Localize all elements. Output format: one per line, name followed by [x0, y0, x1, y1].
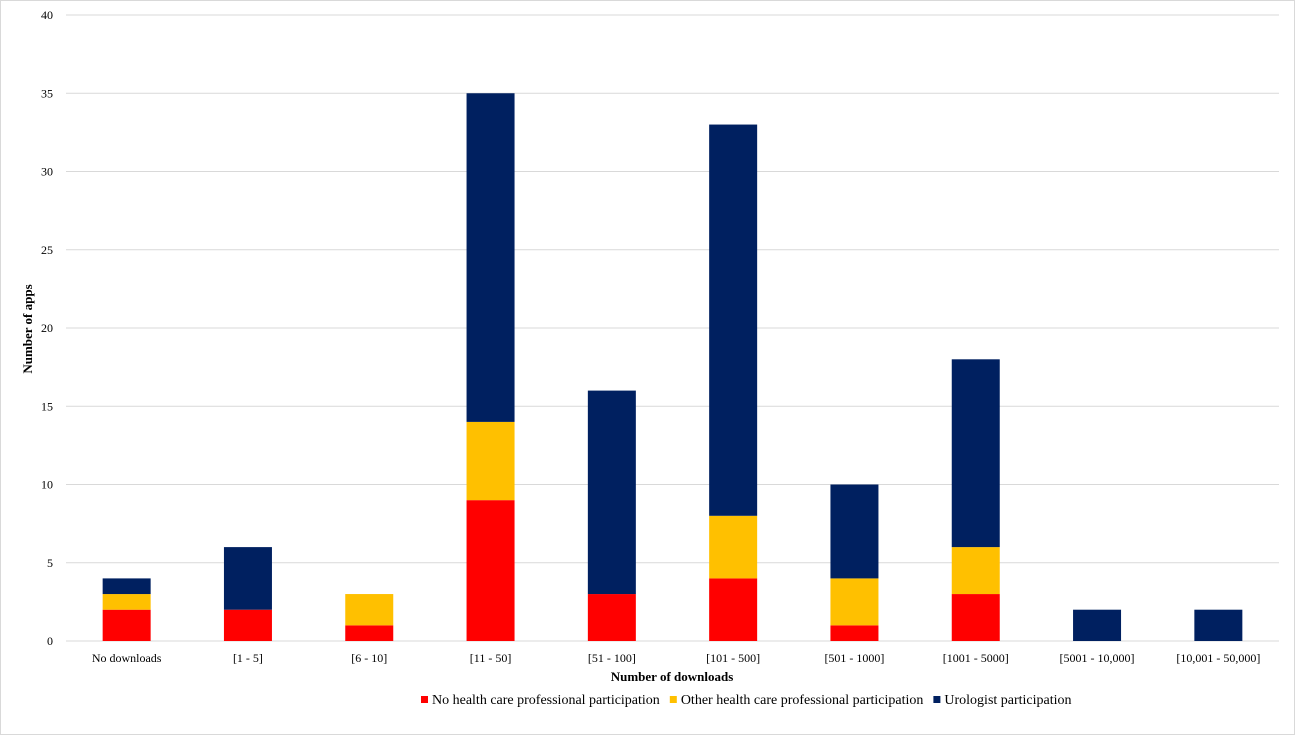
bar-segment [102, 609, 151, 641]
y-tick-label: 10 [41, 478, 53, 492]
bar-segment [223, 609, 272, 641]
x-tick-label: [51 - 100] [588, 651, 636, 665]
bar-segment [951, 359, 1000, 548]
x-tick-label: [101 - 500] [706, 651, 760, 665]
bar-segment [223, 547, 272, 610]
legend: No health care professional participatio… [421, 693, 1072, 708]
bar-segment [466, 500, 515, 641]
x-tick-label: [501 - 1000] [824, 651, 884, 665]
bar-segment [709, 124, 758, 516]
y-tick-label: 25 [41, 243, 53, 257]
bar-segment [830, 578, 879, 626]
y-tick-label: 35 [41, 86, 53, 100]
legend-label: No health care professional participatio… [432, 693, 660, 708]
y-tick-label: 15 [41, 399, 53, 413]
x-tick-label: [11 - 50] [470, 651, 512, 665]
bar-segment [345, 625, 394, 641]
bar-segment [830, 625, 879, 641]
bar-segment [951, 547, 1000, 595]
x-tick-label: [6 - 10] [351, 651, 387, 665]
legend-swatch [669, 696, 677, 703]
y-tick-label: 40 [41, 8, 53, 22]
x-axis-ticks: No downloads [1 - 5] [6 - 10] [11 - 50] [51 … [92, 651, 1261, 665]
x-tick-label: No downloads [92, 651, 162, 665]
y-axis-title: Number of apps [20, 284, 35, 373]
y-tick-label: 30 [41, 165, 53, 179]
x-tick-label: [1 - 5] [233, 651, 263, 665]
legend-label: Urologist participation [944, 693, 1071, 708]
y-axis-ticks: 0 5 10 15 20 25 30 35 40 [41, 8, 53, 648]
x-axis-title: Number of downloads [611, 669, 734, 684]
bar-segment [345, 594, 394, 626]
bar-segment [466, 93, 515, 422]
legend-label: Other health care professional participa… [681, 693, 924, 708]
bar-segment [830, 484, 879, 579]
bar-segment [102, 594, 151, 610]
bar-segment [1194, 609, 1243, 641]
legend-swatch [933, 696, 941, 703]
bar-segment [951, 594, 1000, 641]
bar-segment [102, 578, 151, 595]
y-tick-label: 20 [41, 321, 53, 335]
y-tick-label: 0 [47, 634, 53, 648]
bar-segment [1073, 609, 1122, 641]
bar-segment [587, 390, 636, 595]
x-tick-label: [10,001 - 50,000] [1176, 651, 1260, 665]
bar-segment [466, 421, 515, 501]
x-tick-label: [5001 - 10,000] [1060, 651, 1135, 665]
bar-segment [709, 515, 758, 579]
bar-segment [587, 594, 636, 641]
legend-swatch [421, 696, 428, 703]
y-tick-label: 5 [47, 556, 53, 570]
bar-segment [709, 578, 758, 641]
bars [102, 93, 1243, 641]
x-tick-label: [1001 - 5000] [943, 651, 1009, 665]
